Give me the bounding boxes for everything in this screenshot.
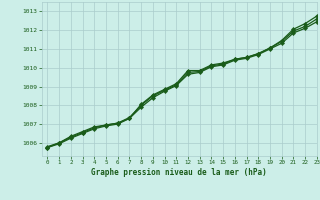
X-axis label: Graphe pression niveau de la mer (hPa): Graphe pression niveau de la mer (hPa) — [91, 168, 267, 177]
